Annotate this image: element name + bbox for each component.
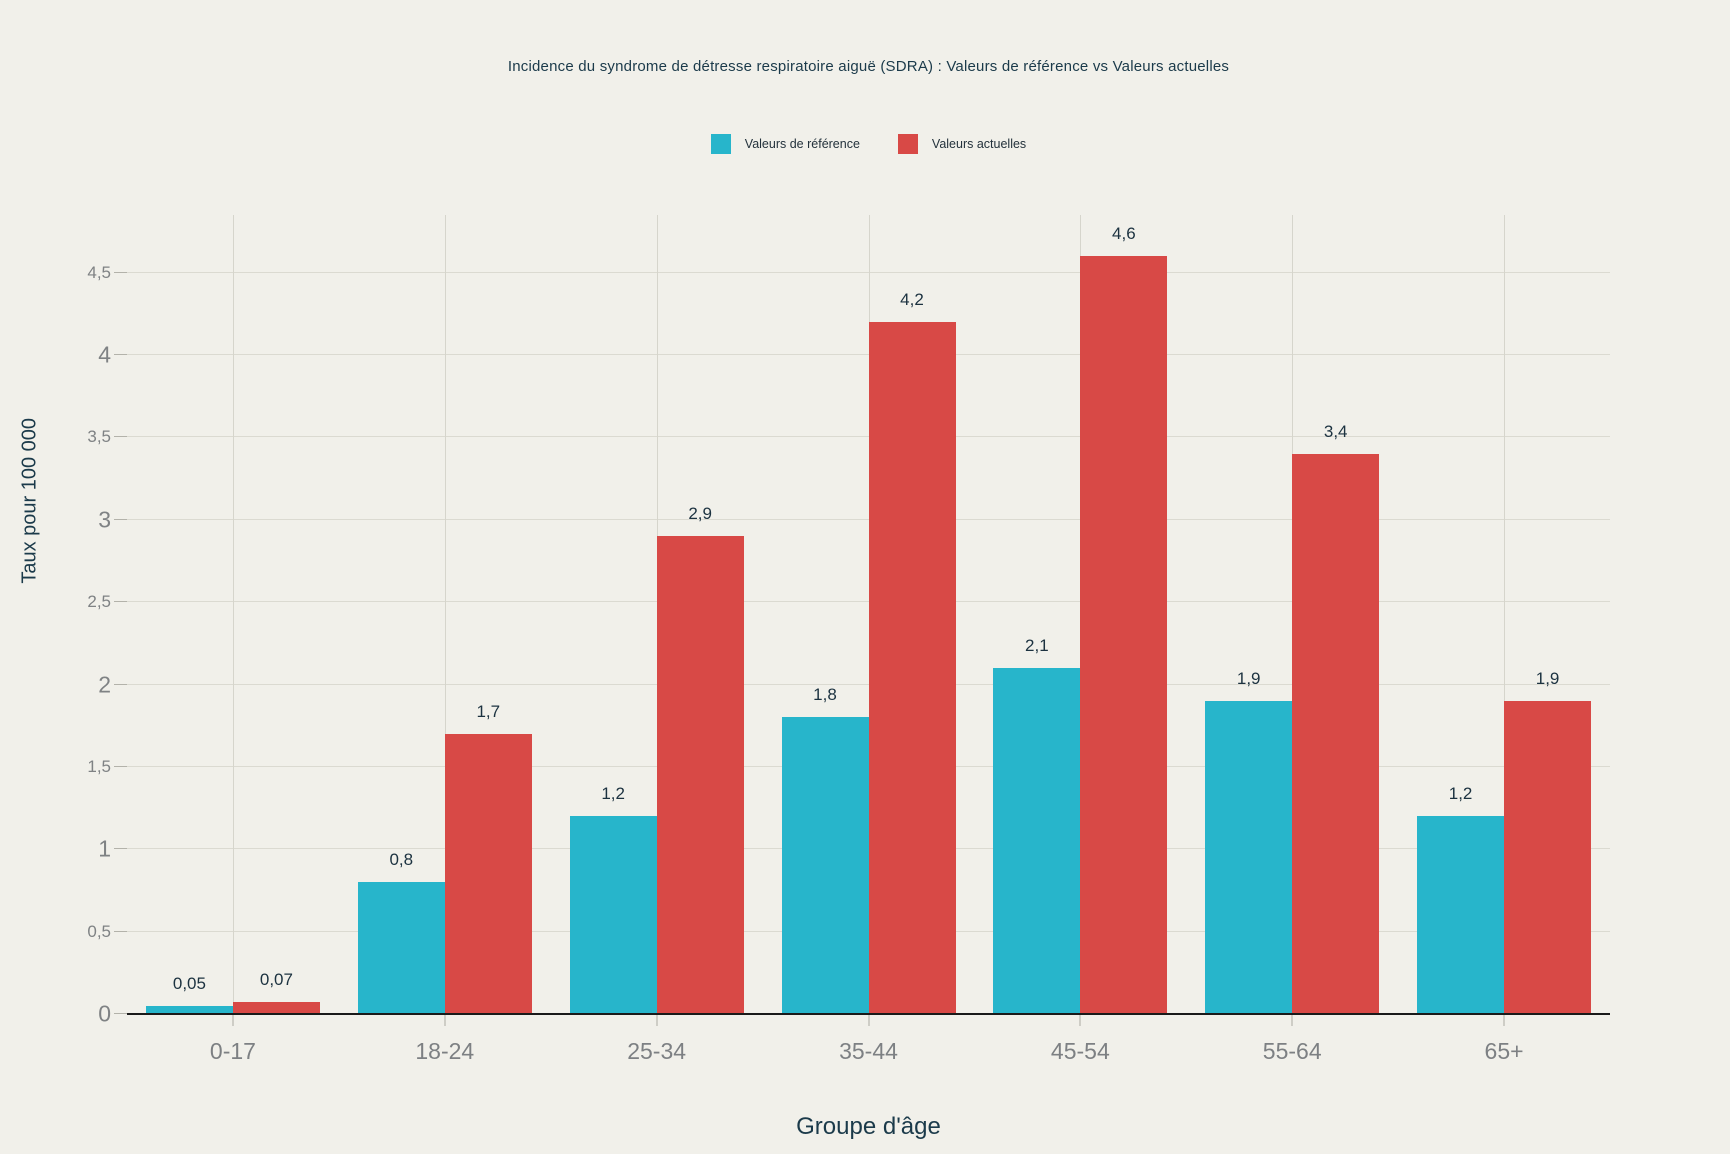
v-gridline <box>232 215 234 1014</box>
x-category-label: 35-44 <box>839 1038 898 1064</box>
legend-swatch-current-icon <box>897 134 918 154</box>
x-category-label: 65+ <box>1484 1038 1524 1064</box>
bar-value-label-current-18-24: 1,7 <box>476 701 501 721</box>
bar-value-label-current-0-17: 0,07 <box>259 970 293 990</box>
y-tick-label: 0 <box>98 1000 111 1027</box>
bar-value-label-current-45-54: 4,6 <box>1112 224 1136 244</box>
y-tick-label: 2 <box>98 671 111 698</box>
bar-value-label-reference-0-17: 0,05 <box>172 973 206 993</box>
x-tick-mark-icon <box>1291 1014 1293 1026</box>
y-tick-mark-icon <box>114 436 127 438</box>
chart-title: Incidence du syndrome de détresse respir… <box>507 58 1230 75</box>
y-tick-label: 2,5 <box>87 592 111 612</box>
y-tick-mark-icon <box>114 683 127 685</box>
y-tick-mark-icon <box>114 765 127 767</box>
bar-current-45-54 <box>1080 256 1168 1014</box>
bar-value-label-current-25-34: 2,9 <box>688 504 712 524</box>
bar-value-label-current-35-44: 4,2 <box>900 290 924 310</box>
bar-current-0-17 <box>232 1002 320 1014</box>
y-tick-mark-icon <box>114 601 127 603</box>
bar-reference-65+ <box>1417 816 1505 1014</box>
bar-value-label-reference-65+: 1,2 <box>1448 784 1473 804</box>
bar-current-65+ <box>1504 701 1592 1014</box>
legend-label-current: Valeurs actuelles <box>931 137 1027 151</box>
bar-value-label-reference-35-44: 1,8 <box>813 685 837 705</box>
y-tick-label: 3 <box>98 506 111 533</box>
x-tick-mark-icon <box>232 1014 234 1026</box>
bar-reference-45-54 <box>993 668 1081 1014</box>
v-gridline <box>444 215 446 1014</box>
legend-label-reference: Valeurs de référence <box>744 137 860 151</box>
y-tick-label: 0,5 <box>87 921 111 941</box>
y-tick-mark-icon <box>114 271 127 273</box>
bar-value-label-current-55-64: 3,4 <box>1323 421 1348 441</box>
bar-current-35-44 <box>868 322 956 1014</box>
bar-value-label-reference-55-64: 1,9 <box>1236 669 1261 688</box>
bar-current-18-24 <box>444 733 532 1014</box>
legend-swatch-reference-icon <box>710 134 731 154</box>
x-tick-mark-icon <box>656 1014 658 1026</box>
legend-item-current: Valeurs actuelles <box>897 134 1027 154</box>
y-tick-label: 4,5 <box>87 262 111 282</box>
plot-area: 0 0,5 1 1,5 2 2,5 3 3,5 4 4,5 0-17 18-24 25-34 35-44 4… <box>87 215 1610 1064</box>
x-tick-mark-icon <box>868 1014 869 1026</box>
y-tick-mark-icon <box>114 518 127 520</box>
legend: Valeurs de référence Valeurs actuelles <box>127 134 1610 154</box>
bar-reference-25-34 <box>569 816 657 1014</box>
x-category-label: 55-64 <box>1262 1038 1322 1064</box>
x-category-label: 0-17 <box>209 1038 256 1064</box>
x-tick-mark-icon <box>1079 1014 1081 1026</box>
bar-value-label-reference-45-54: 2,1 <box>1025 636 1049 656</box>
bar-value-label-current-65+: 1,9 <box>1535 669 1560 688</box>
v-gridline <box>1504 215 1506 1014</box>
bar-reference-0-17 <box>145 1005 233 1014</box>
y-axis-title: Taux pour 100 000 <box>18 417 41 584</box>
x-axis-title: Groupe d'âge <box>796 1113 941 1140</box>
bar-value-label-reference-18-24: 0,8 <box>389 850 414 870</box>
x-axis-line <box>127 1013 1610 1015</box>
x-category-label: 45-54 <box>1050 1038 1110 1064</box>
y-tick-label: 1 <box>98 835 111 862</box>
y-tick-label: 3,5 <box>87 427 111 447</box>
bar-current-55-64 <box>1292 453 1380 1014</box>
y-tick-mark-icon <box>114 1013 127 1014</box>
y-tick-label: 1,5 <box>87 756 111 776</box>
bar-current-25-34 <box>656 536 744 1014</box>
bar-reference-18-24 <box>357 882 445 1014</box>
y-tick-mark-icon <box>114 354 127 356</box>
x-category-label: 25-34 <box>627 1038 687 1064</box>
bar-value-label-reference-25-34: 1,2 <box>601 784 625 804</box>
y-tick-mark-icon <box>114 848 127 850</box>
x-tick-mark-icon <box>1503 1014 1505 1026</box>
legend-item-reference: Valeurs de référence <box>710 134 860 154</box>
y-tick-label: 4 <box>98 341 111 368</box>
y-tick-mark-icon <box>114 930 127 932</box>
bar-reference-35-44 <box>781 717 869 1014</box>
x-tick-mark-icon <box>444 1014 446 1026</box>
x-category-label: 18-24 <box>415 1038 475 1064</box>
bar-reference-55-64 <box>1205 701 1293 1014</box>
